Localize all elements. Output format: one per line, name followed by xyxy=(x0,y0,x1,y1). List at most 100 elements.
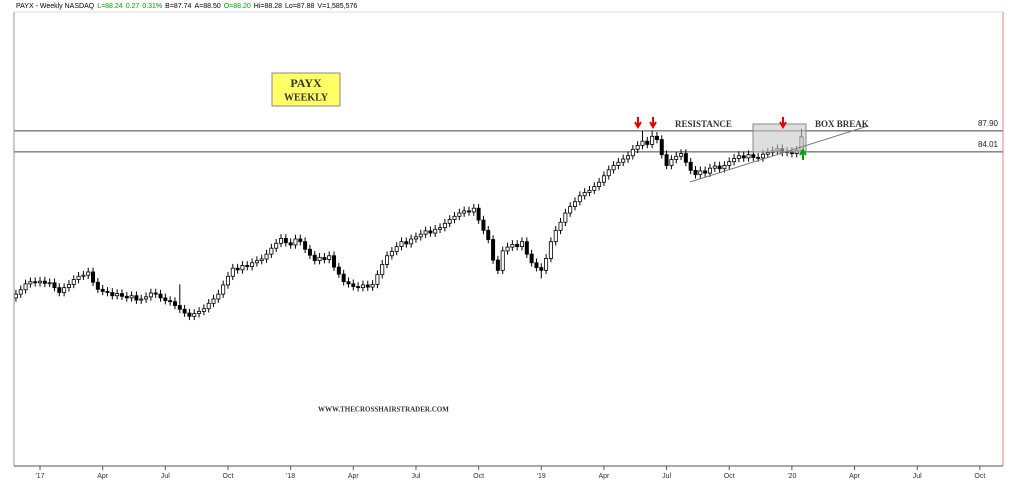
x-tick-label: Jul xyxy=(662,473,671,480)
header-item: B=87.74 xyxy=(165,3,191,10)
candle-body xyxy=(293,238,298,246)
candle-body xyxy=(182,308,187,314)
candle-body xyxy=(115,293,120,297)
candle-body xyxy=(544,258,549,271)
candle-body xyxy=(698,170,703,176)
candle-body xyxy=(52,282,57,289)
candle-body xyxy=(471,207,476,213)
level-label: 84.01 xyxy=(978,140,999,149)
candle-body xyxy=(201,308,206,312)
x-tick-label: Jul xyxy=(411,473,420,480)
candle-body xyxy=(389,251,394,257)
x-tick-label: Oct xyxy=(473,473,484,480)
candle-body xyxy=(447,219,452,224)
candle-body xyxy=(679,153,684,157)
candle-body xyxy=(211,298,216,304)
candle-body xyxy=(327,255,332,260)
candle-body xyxy=(491,239,496,261)
candle-body xyxy=(33,281,38,284)
x-tick-label: '20 xyxy=(787,473,796,480)
candle-body xyxy=(462,210,467,214)
candle-body xyxy=(423,230,428,235)
candle-body xyxy=(298,238,303,243)
candle-body xyxy=(264,253,269,260)
candle-body xyxy=(645,140,650,145)
candle-body xyxy=(707,167,712,174)
candle-body xyxy=(519,241,524,247)
candle-body xyxy=(481,219,486,231)
candle-body xyxy=(732,158,737,163)
candle-body xyxy=(573,201,578,207)
candle-body xyxy=(110,292,115,297)
candle-body xyxy=(100,288,105,292)
candle-body xyxy=(380,264,385,276)
candle-body xyxy=(250,262,255,267)
candle-body xyxy=(279,238,284,244)
candle-body xyxy=(42,280,47,284)
candle-body xyxy=(539,267,544,271)
candle-body xyxy=(148,292,153,298)
candle-body xyxy=(515,244,520,247)
candle-body xyxy=(621,158,626,163)
candle-body xyxy=(62,287,67,293)
candle-body xyxy=(129,295,134,299)
box-break-label: BOX BREAK xyxy=(815,119,869,129)
candle-body xyxy=(630,148,635,157)
candle-body xyxy=(529,253,534,264)
candle-body xyxy=(765,152,770,155)
candle-body xyxy=(38,280,43,284)
candle-body xyxy=(510,244,515,248)
level-label: 87.90 xyxy=(978,119,999,128)
candle-body xyxy=(57,287,62,293)
candle-body xyxy=(746,154,751,159)
header-item: 0.31% xyxy=(142,3,162,10)
candle-body xyxy=(356,286,361,289)
candle-body xyxy=(95,281,100,290)
candle-body xyxy=(563,212,568,223)
candle-body xyxy=(505,246,510,252)
candle-body xyxy=(433,228,438,234)
header-item: L=88.24 xyxy=(97,3,123,10)
x-tick-label: '18 xyxy=(286,473,295,480)
header-item: Lo=87.88 xyxy=(285,3,314,10)
candle-body xyxy=(409,238,414,245)
candle-body xyxy=(582,192,587,197)
candle-body xyxy=(428,230,433,234)
candle-body xyxy=(466,210,471,213)
candle-body xyxy=(553,229,558,243)
candle-body xyxy=(452,215,457,220)
candle-body xyxy=(124,295,129,299)
candle-body xyxy=(351,283,356,287)
x-tick-label: '17 xyxy=(35,473,44,480)
candle-body xyxy=(163,297,168,302)
candle-body xyxy=(28,281,33,285)
candle-body xyxy=(23,283,28,291)
candle-body xyxy=(47,282,52,285)
candle-body xyxy=(413,236,418,240)
candle-body xyxy=(587,189,592,193)
header-item: A=88.50 xyxy=(194,3,220,10)
x-tick-label: Apr xyxy=(849,473,861,480)
arrow-up xyxy=(799,148,807,160)
candle-body xyxy=(322,256,327,260)
candle-body xyxy=(168,300,173,303)
candle-body xyxy=(399,241,404,247)
candle-body xyxy=(404,241,409,245)
candle-body xyxy=(568,206,573,214)
candle-body xyxy=(86,271,91,276)
candle-body xyxy=(650,135,655,145)
candle-body xyxy=(524,241,529,255)
candle-body xyxy=(221,284,226,295)
header: PAYX - Weekly NASDAQ L=88.24 0.27 0.31% B=87… xyxy=(16,3,357,10)
candle-body xyxy=(385,255,390,265)
header-item: V=1,585,576 xyxy=(317,3,357,10)
candle-body xyxy=(736,155,741,159)
candle-body xyxy=(601,175,606,183)
resistance-label: RESISTANCE xyxy=(675,119,732,129)
candle-body xyxy=(307,248,312,256)
candle-body xyxy=(756,156,761,159)
candle-body xyxy=(727,161,732,166)
candle-body xyxy=(741,155,746,159)
candle-body xyxy=(693,169,698,176)
